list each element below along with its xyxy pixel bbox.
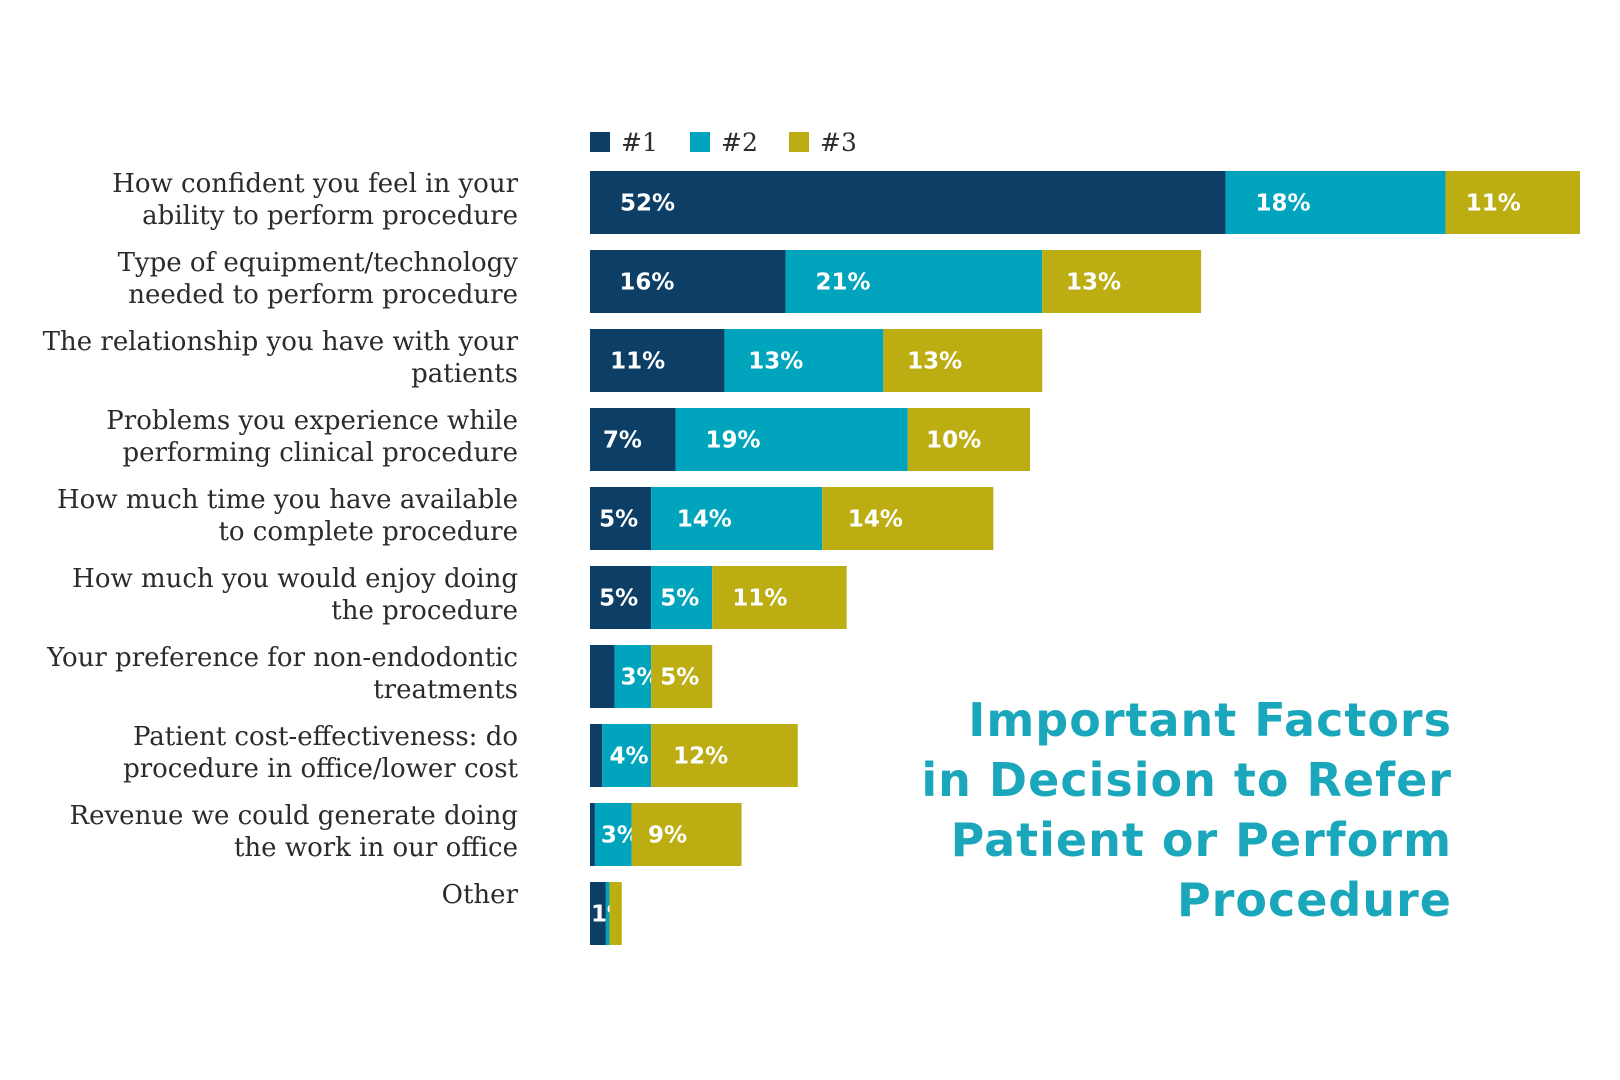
bar-segment — [631, 803, 742, 866]
category-label: performing clinical procedure — [122, 438, 518, 468]
category-label: ability to perform procedure — [142, 201, 518, 231]
bar-segment — [1225, 171, 1446, 234]
bar-value-label: 7% — [603, 428, 642, 454]
bar-segment — [675, 408, 908, 471]
category-label: Revenue we could generate doing — [70, 801, 518, 831]
bar-value-label: 10% — [926, 428, 981, 454]
category-label: treatments — [373, 675, 518, 705]
bar-value-label: 52% — [620, 191, 675, 217]
chart-title: Important Factors in Decision to Refer P… — [832, 690, 1452, 930]
category-label: needed to perform procedure — [128, 280, 518, 310]
bar-value-label: 21% — [816, 270, 871, 296]
category-label: Patient cost-effectiveness: do — [133, 722, 518, 752]
bar-segment — [590, 408, 676, 471]
bar-value-label: 12% — [673, 744, 728, 770]
bar-segment — [594, 803, 632, 866]
bar-value-label: 16% — [619, 270, 674, 296]
bar-segment — [822, 487, 994, 550]
legend-swatch — [690, 132, 710, 152]
bar-value-label: 5% — [599, 507, 638, 533]
bar-segment — [590, 645, 615, 708]
bar-segment — [590, 803, 595, 866]
bar-segment — [590, 250, 786, 313]
bar-value-label: 4% — [610, 744, 649, 770]
bar-value-label: 1 — [591, 902, 607, 928]
bar-segment — [590, 329, 725, 392]
legend-swatch — [789, 132, 809, 152]
chart-title-line: in Decision to Refer — [921, 753, 1452, 807]
bar-segment — [1042, 250, 1202, 313]
category-label: procedure in office/lower cost — [123, 754, 518, 784]
bar-segment — [651, 566, 713, 629]
bar-value-label: 13% — [1066, 270, 1121, 296]
bar-value-label: 14% — [677, 507, 732, 533]
bar-segment — [651, 645, 713, 708]
bars: 52% 18% 11%16% 21% 13%11% 13% 13%7% 19% 10%5% 14%… — [590, 171, 1580, 945]
bar-segment — [602, 724, 652, 787]
bar-segment — [907, 408, 1030, 471]
category-label: Other — [442, 880, 519, 910]
bar-segment — [590, 487, 652, 550]
category-label: Your preference for non-endodontic — [46, 643, 518, 673]
bar-segment — [1445, 171, 1580, 234]
bar-value-label: 11% — [610, 349, 665, 375]
category-label: How much time you have available — [57, 485, 518, 515]
bar-value-label: 11% — [732, 586, 787, 612]
bar-segment — [605, 882, 610, 945]
bar-segment — [651, 724, 798, 787]
legend-swatch — [590, 132, 610, 152]
bar-value-label: 14% — [848, 507, 903, 533]
category-label: the work in our office — [234, 833, 518, 863]
category-label: Problems you experience while — [106, 406, 518, 436]
category-label: How confident you feel in your — [112, 169, 518, 199]
bar-value-label: 5% — [660, 586, 699, 612]
bar-segment — [609, 882, 622, 945]
category-label: How much you would enjoy doing — [72, 564, 518, 594]
bar-value-label: 18% — [1256, 191, 1311, 217]
bar-segment — [712, 566, 847, 629]
bar-segment — [590, 724, 603, 787]
bar-segment — [785, 250, 1043, 313]
category-label: Type of equipment/technology — [118, 248, 519, 278]
category-label: The relationship you have with your — [43, 327, 519, 357]
legend-label: #1 — [621, 128, 658, 157]
bar-segment — [883, 329, 1043, 392]
legend-label: #3 — [820, 128, 857, 157]
chart-title-line: Procedure — [1176, 873, 1452, 927]
legend: #1 #2 #3 — [590, 128, 857, 157]
category-label: the procedure — [331, 596, 518, 626]
bar-segment — [590, 882, 606, 945]
bar-value-label: 13% — [907, 349, 962, 375]
category-label: patients — [411, 359, 518, 389]
bar-value-label: 19% — [706, 428, 761, 454]
chart-title-line: Patient or Perform — [950, 813, 1452, 867]
category-label: to complete procedure — [218, 517, 518, 547]
chart-title-line: Important Factors — [968, 693, 1452, 747]
bar-segment — [724, 329, 884, 392]
bar-segment — [614, 645, 652, 708]
bar-value-label: 13% — [748, 349, 803, 375]
bar-segment — [651, 487, 823, 550]
bar-value-label: 5% — [660, 665, 699, 691]
bar-value-label: 11% — [1466, 191, 1521, 217]
bar-segment — [590, 566, 652, 629]
legend-label: #2 — [721, 128, 758, 157]
bar-segment — [590, 171, 1226, 234]
bar-value-label: 5% — [599, 586, 638, 612]
bar-value-label: 9% — [648, 823, 687, 849]
